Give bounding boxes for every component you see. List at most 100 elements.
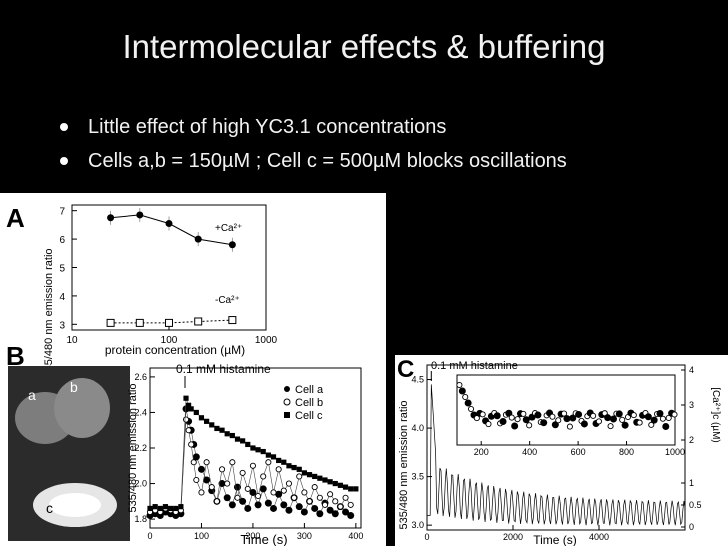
chart-b-x-tick-label: 0 <box>147 531 152 541</box>
chart-a-y-tick-label: 5 <box>59 264 65 275</box>
chart-b-point <box>229 459 236 466</box>
chart-b-x-tick-label: 100 <box>194 531 209 541</box>
chart-b-point <box>332 480 338 487</box>
chart-c-inset-point <box>656 410 664 418</box>
chart-b-point <box>265 459 272 466</box>
chart-c-inset-point <box>464 399 472 407</box>
figure-panel-ab: A 535/480 nm emission ratio protein conc… <box>0 193 386 546</box>
chart-b-point <box>214 425 220 432</box>
chart-b-point <box>204 418 210 424</box>
chart-a-point <box>165 318 173 327</box>
chart-c-inset-point <box>619 416 626 423</box>
chart-a-legend-plus: +Ca²⁺ <box>215 223 242 234</box>
chart-a-legend-minus: -Ca²⁺ <box>215 295 240 306</box>
chart-b-point <box>239 497 247 505</box>
chart-c-y2label: [Ca²⁺]c (µM) <box>710 387 721 442</box>
chart-b-point <box>198 415 205 421</box>
chart-b-point <box>347 501 354 508</box>
chart-b-point <box>326 506 334 514</box>
chart-b-point <box>327 491 334 498</box>
chart-b-point <box>249 462 256 469</box>
chart-b-point <box>224 480 231 487</box>
panel-letter-b: B <box>6 341 25 371</box>
chart-b-point <box>327 479 333 485</box>
chart-b-point <box>322 477 328 483</box>
chart-c-y2-tick-label: 3 <box>689 400 694 410</box>
slide-title: Intermolecular effects & buffering <box>122 28 606 65</box>
chart-b-point <box>219 427 225 433</box>
legend-label-cell-a: Cell a <box>295 384 324 396</box>
chart-b-point <box>234 436 241 442</box>
chart-b-xlabel: Time (s) <box>240 532 287 546</box>
chart-b-point <box>224 431 230 437</box>
chart-b-point <box>347 512 355 520</box>
chart-b-y-tick-label: 2.4 <box>134 407 147 417</box>
chart-c-y2-tick-label: 2 <box>689 435 694 445</box>
chart-b-point <box>264 499 272 507</box>
chart-b-legend: Cell a Cell b Cell c <box>283 384 324 422</box>
chart-b-point <box>337 482 344 488</box>
chart-c-inset-point <box>590 412 597 419</box>
legend-marker-cell-c <box>284 412 290 418</box>
chart-b-x-tick-label: 200 <box>245 531 260 541</box>
chart-b-point <box>209 422 215 428</box>
chart-a-point <box>194 235 202 243</box>
chart-b-point <box>311 484 318 491</box>
chart-c-y2-tick-label: 0 <box>689 522 694 532</box>
legend-marker-cell-a <box>284 386 290 392</box>
chart-b-point <box>296 466 302 472</box>
chart-c-inset-point <box>540 419 548 427</box>
chart-c-y-tick-label: 3.0 <box>411 520 424 530</box>
chart-b-point <box>331 510 339 518</box>
chart-b-point <box>259 485 267 493</box>
chart-b-point <box>228 501 236 509</box>
chart-b-point <box>353 486 359 492</box>
chart-b-point <box>234 494 241 501</box>
chart-a-point <box>136 211 144 219</box>
chart-c-inset-point <box>526 422 533 429</box>
chart-b-point <box>265 452 271 458</box>
chart-b-point <box>285 506 293 514</box>
bullet-list: Little effect of high YC3.1 concentratio… <box>56 110 567 178</box>
chart-b-point <box>270 504 278 512</box>
chart-b-point <box>311 504 319 512</box>
chart-b: 535/480 nm emission ratio Time (s) 0.1 m… <box>127 362 363 546</box>
chart-c-inset-point <box>479 411 486 418</box>
chart-c-inset-x-tick-label: 600 <box>571 447 586 457</box>
chart-b-point <box>301 470 307 476</box>
chart-b-point <box>342 494 349 501</box>
chart-b-point <box>291 494 298 501</box>
chart-b-point <box>188 441 195 448</box>
chart-b-point <box>348 486 354 492</box>
figure-c-svg: C 535/480 nm emission ratio [Ca²⁺]c (µM)… <box>397 356 721 546</box>
chart-c-inset-x-tick-label: 1000 <box>665 447 685 457</box>
bullet-item: Cells a,b = 150µM ; Cell c = 500µM block… <box>56 144 567 178</box>
chart-c-y-tick-label: 4.0 <box>411 423 424 433</box>
chart-b-point <box>270 489 277 496</box>
chart-b-point <box>185 427 192 434</box>
chart-a-point <box>228 241 236 249</box>
chart-b-point <box>203 476 211 484</box>
chart-b-point <box>249 488 257 496</box>
panel-letter-a: A <box>6 203 25 233</box>
chart-b-point <box>270 454 277 460</box>
chart-b-point <box>291 464 297 471</box>
chart-b-point <box>157 505 163 512</box>
chart-b-point <box>342 508 350 516</box>
chart-b-point <box>255 492 262 500</box>
chart-b-x-tick-label: 400 <box>348 531 363 541</box>
chart-c-inset-point <box>520 410 527 417</box>
chart-c-inset-point <box>456 381 463 389</box>
chart-b-point <box>342 484 349 490</box>
cell-image: a b c <box>8 366 130 541</box>
chart-b-y-tick-label: 2.6 <box>134 372 147 382</box>
chart-c-y-tick-label: 3.5 <box>411 472 424 482</box>
figure-ab-svg: A 535/480 nm emission ratio protein conc… <box>6 203 363 546</box>
chart-c-inset-point <box>569 414 577 422</box>
chart-b-ylabel: 535/480 nm emission ratio <box>127 383 139 512</box>
chart-c-inset-point <box>534 411 542 419</box>
chart-a-point <box>194 317 203 326</box>
chart-c-inset-point <box>615 410 623 418</box>
chart-c-inset-point <box>563 415 571 423</box>
chart-a-y-tick-label: 7 <box>59 207 65 218</box>
